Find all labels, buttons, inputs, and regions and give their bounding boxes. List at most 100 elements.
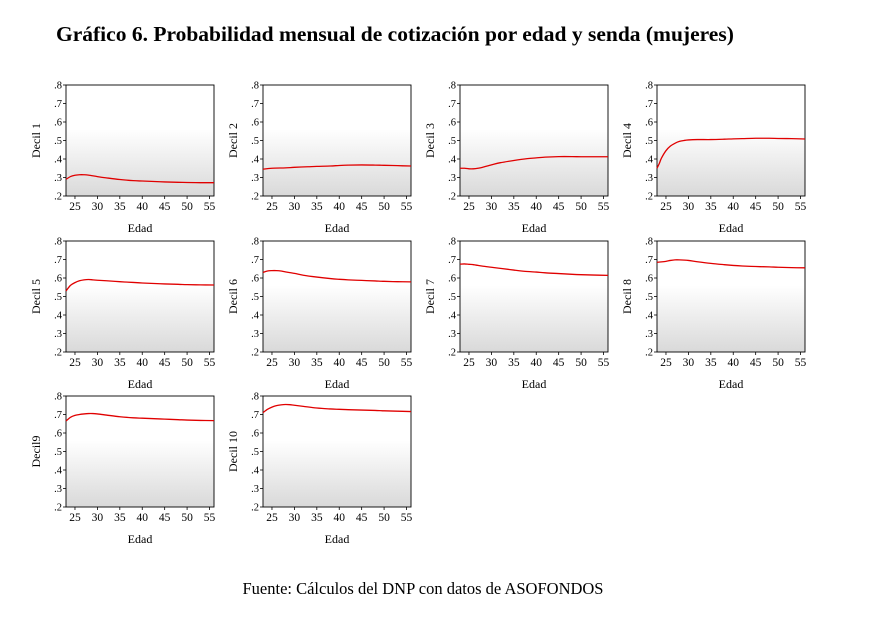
chart-panel-5: .2 .3 .4 .5 .6 .7 .8 25 30 35 40 45 50 55 Edad Decil 5	[29, 237, 216, 392]
x-tick-label: 50	[772, 201, 784, 213]
y-tick-label: .5	[448, 136, 456, 147]
y-tick-label: .2	[54, 503, 62, 514]
x-tick-label: 40	[136, 201, 148, 213]
x-axis-label: Edad	[128, 532, 153, 546]
y-tick-label: .8	[645, 237, 653, 248]
y-tick-label: .8	[251, 237, 259, 248]
y-tick-label: .3	[645, 173, 653, 184]
y-tick-label: .7	[251, 410, 259, 421]
y-tick-label: .2	[54, 192, 62, 203]
plot-area	[459, 240, 609, 353]
y-axis-label: Decil 2	[226, 123, 240, 158]
x-tick-label: 25	[463, 201, 475, 213]
y-tick-label: .6	[448, 118, 456, 129]
chart-panel-3: .2 .3 .4 .5 .6 .7 .8 25 30 35 40 45 50 55 Edad Decil 3	[423, 81, 610, 236]
plot-area	[262, 395, 412, 508]
y-tick-label: .2	[645, 192, 653, 203]
x-tick-label: 25	[266, 357, 278, 369]
y-tick-label: .6	[54, 429, 62, 440]
y-tick-label: .3	[54, 329, 62, 340]
x-tick-label: 25	[463, 357, 475, 369]
series-line	[262, 164, 412, 170]
x-tick-label: 35	[311, 201, 323, 213]
x-tick-label: 35	[311, 512, 323, 524]
plot-area	[262, 240, 412, 353]
y-tick-label: .7	[645, 99, 653, 110]
x-tick-label: 40	[530, 201, 542, 213]
x-tick-label: 30	[92, 201, 104, 213]
x-tick-label: 40	[333, 201, 345, 213]
y-tick-label: .6	[54, 118, 62, 129]
y-tick-label: .4	[54, 311, 63, 322]
chart-panel-7: .2 .3 .4 .5 .6 .7 .8 25 30 35 40 45 50 55 Edad Decil 7	[423, 237, 610, 392]
x-axis-label: Edad	[325, 221, 350, 235]
x-tick-label: 40	[530, 357, 542, 369]
x-tick-label: 30	[289, 357, 301, 369]
x-tick-label: 50	[181, 357, 193, 369]
y-tick-label: .3	[54, 173, 62, 184]
x-tick-label: 35	[705, 201, 717, 213]
x-axis-label: Edad	[719, 221, 744, 235]
x-tick-label: 40	[727, 201, 739, 213]
y-tick-label: .6	[251, 118, 259, 129]
plot-area	[459, 84, 609, 197]
x-tick-label: 30	[683, 201, 695, 213]
y-tick-label: .7	[645, 255, 653, 266]
x-tick-label: 45	[159, 512, 171, 524]
series-line	[459, 263, 609, 277]
y-tick-label: .7	[448, 99, 456, 110]
y-tick-label: .4	[251, 466, 260, 477]
x-tick-label: 25	[266, 201, 278, 213]
x-tick-label: 45	[356, 512, 368, 524]
x-tick-label: 55	[204, 512, 216, 524]
y-tick-label: .8	[54, 237, 62, 248]
x-tick-label: 55	[598, 201, 610, 213]
y-tick-label: .6	[251, 274, 259, 285]
y-tick-label: .5	[645, 136, 653, 147]
plot-area	[65, 84, 215, 197]
chart-panel-2: .2 .3 .4 .5 .6 .7 .8 25 30 35 40 45 50 55 Edad Decil 2	[226, 81, 413, 236]
x-tick-label: 30	[289, 512, 301, 524]
series-line	[65, 278, 215, 292]
y-tick-label: .5	[251, 292, 259, 303]
y-tick-label: .8	[448, 237, 456, 248]
y-tick-label: .6	[251, 429, 259, 440]
y-tick-label: .2	[448, 192, 456, 203]
chart-panel-6: .2 .3 .4 .5 .6 .7 .8 25 30 35 40 45 50 55 Edad Decil 6	[226, 237, 413, 392]
y-tick-label: .7	[448, 255, 456, 266]
y-tick-label: .6	[645, 274, 653, 285]
x-tick-label: 30	[683, 357, 695, 369]
x-tick-label: 50	[181, 201, 193, 213]
x-tick-label: 40	[333, 357, 345, 369]
x-tick-label: 35	[705, 357, 717, 369]
y-tick-label: .2	[251, 192, 259, 203]
y-axis-label: Decil 6	[226, 279, 240, 314]
x-tick-label: 50	[575, 201, 587, 213]
chart-panel-4: .2 .3 .4 .5 .6 .7 .8 25 30 35 40 45 50 55 Edad Decil 4	[620, 81, 807, 236]
x-tick-label: 25	[69, 201, 81, 213]
y-tick-label: .5	[645, 292, 653, 303]
x-tick-label: 45	[159, 201, 171, 213]
y-tick-label: .8	[448, 81, 456, 92]
x-axis-label: Edad	[325, 377, 350, 391]
x-tick-label: 50	[575, 357, 587, 369]
x-axis-label: Edad	[128, 221, 153, 235]
y-tick-label: .4	[448, 155, 457, 166]
y-tick-label: .5	[54, 447, 62, 458]
x-tick-label: 55	[204, 201, 216, 213]
chart-panel-9: .2 .3 .4 .5 .6 .7 .8 25 30 35 40 45 50 55 Edad Decil9	[29, 392, 216, 547]
y-tick-label: .8	[645, 81, 653, 92]
x-tick-label: 40	[136, 512, 148, 524]
y-tick-label: .4	[645, 155, 654, 166]
y-tick-label: .3	[54, 484, 62, 495]
y-tick-label: .7	[54, 99, 62, 110]
y-tick-label: .8	[251, 81, 259, 92]
x-tick-label: 35	[114, 512, 126, 524]
x-axis-label: Edad	[522, 221, 547, 235]
y-axis-label: Decil 4	[620, 123, 634, 158]
plot-area	[262, 84, 412, 197]
x-tick-label: 25	[660, 201, 672, 213]
x-tick-label: 50	[181, 512, 193, 524]
y-tick-label: .3	[448, 329, 456, 340]
series-line	[65, 412, 215, 422]
